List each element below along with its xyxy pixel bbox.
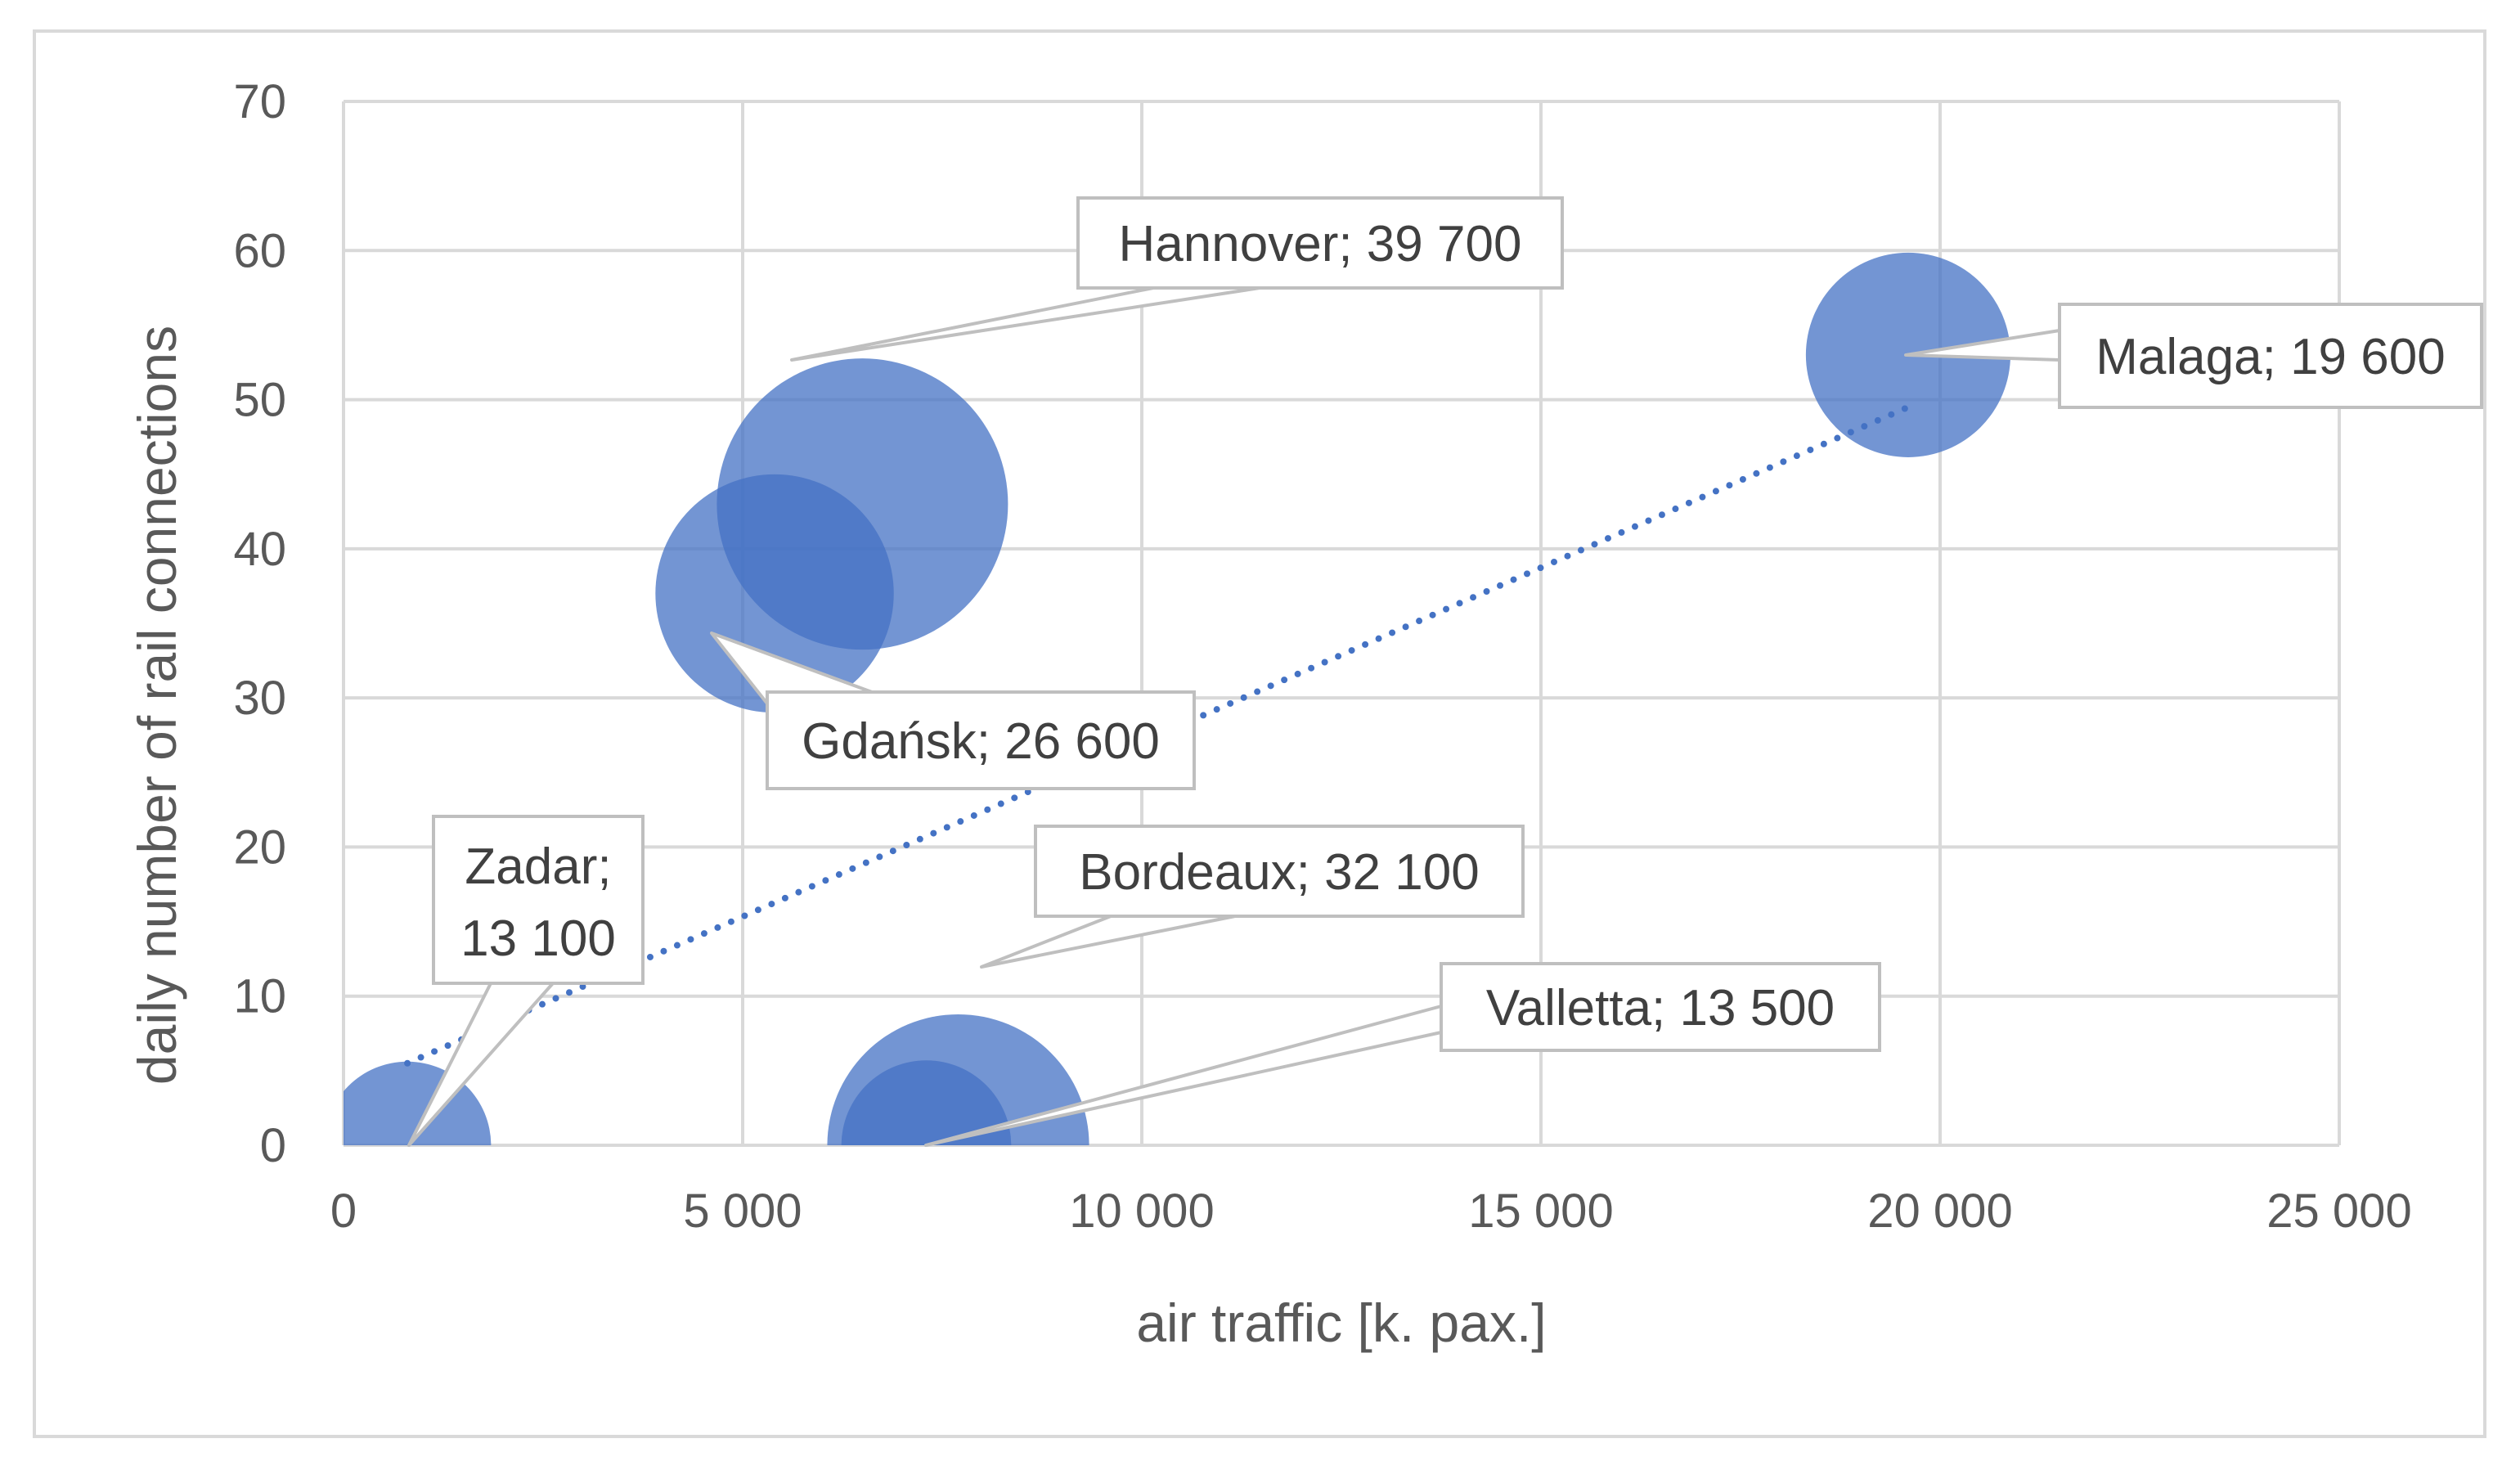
x-tick-label: 15 000 (1468, 1185, 1613, 1238)
callout-label: Gdańsk; 26 600 (802, 713, 1160, 770)
callout-valletta: Valletta; 13 500 (924, 962, 1881, 1147)
y-tick-label: 10 (233, 970, 286, 1023)
bubble-gdask (655, 474, 894, 713)
callout-label: Zadar; (465, 838, 611, 895)
y-tick-label: 20 (233, 820, 286, 874)
callout-zadar: Zadar; 13 100 (407, 815, 645, 1147)
data-labels: Zadar; 13 100 Valletta; 13 500 Bordeaux; 32… (407, 196, 2483, 1147)
callout-malaga: Malaga; 19 600 (1904, 303, 2483, 409)
x-tick-label: 5 000 (683, 1185, 802, 1238)
chart-frame (33, 29, 2486, 1438)
y-tick-label: 60 (233, 224, 286, 277)
y-tick-label: 0 (260, 1119, 286, 1172)
y-tick-label: 50 (233, 374, 286, 427)
x-tick-label: 10 000 (1069, 1185, 1214, 1238)
callout-hannover: Hannover; 39 700 (790, 196, 1564, 362)
y-tick-label: 30 (233, 672, 286, 725)
x-axis-title: air traffic [k. pax.] (1136, 1292, 1546, 1353)
callout-label: Malaga; 19 600 (2096, 329, 2445, 385)
x-tick-label: 25 000 (2266, 1185, 2411, 1238)
y-tick-label: 70 (233, 75, 286, 128)
callout-label: Bordeaux; 32 100 (1079, 844, 1480, 901)
bubble-valletta (841, 1060, 1012, 1145)
y-axis-ticks: 0 10 20 30 40 50 60 70 (233, 75, 286, 1172)
callout-pointer (980, 915, 1237, 969)
callout-label: Hannover; 39 700 (1119, 216, 1522, 272)
callout-pointer (790, 286, 1261, 362)
x-tick-label: 0 (330, 1185, 357, 1238)
callout-label: Valletta; 13 500 (1486, 980, 1835, 1036)
x-tick-label: 20 000 (1867, 1185, 2012, 1238)
x-axis-ticks: 0 5 000 10 000 15 000 20 000 25 000 (330, 1185, 2412, 1238)
y-tick-label: 40 (233, 523, 286, 576)
callout-value: 13 100 (460, 910, 616, 967)
callout-bordeaux: Bordeaux; 32 100 (980, 825, 1525, 969)
callout-gdask: Gdańsk; 26 600 (710, 632, 1196, 790)
y-axis-title: daily number of rail connections (127, 326, 187, 1085)
